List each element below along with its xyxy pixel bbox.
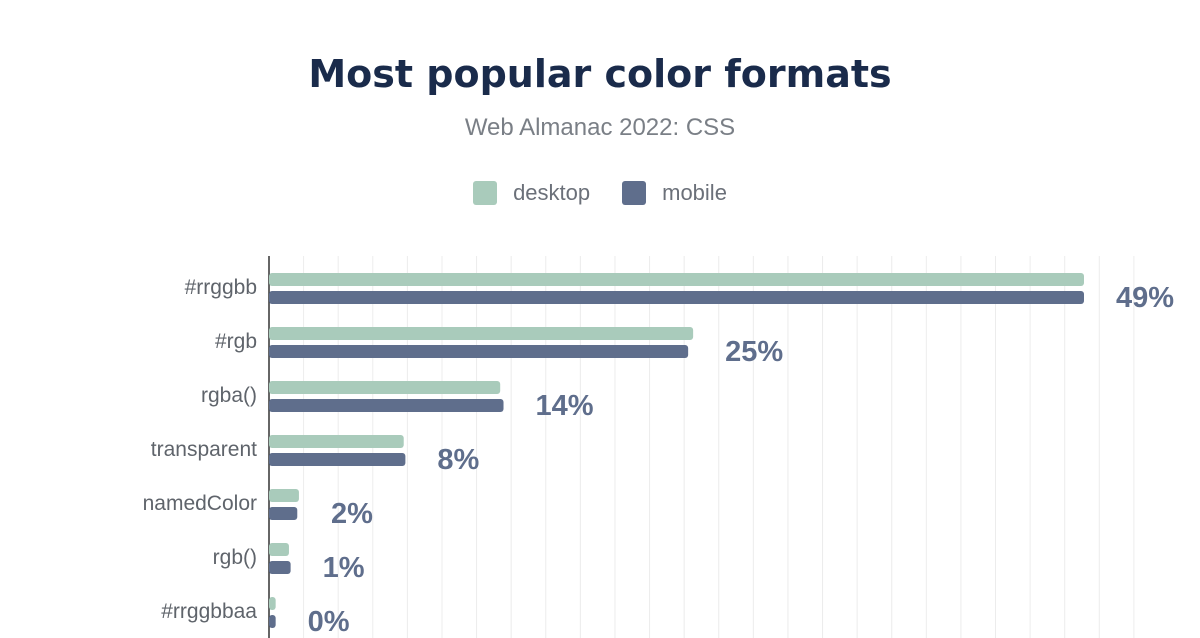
data-label: 0%: [308, 606, 350, 638]
data-label: 49%: [1116, 282, 1174, 314]
bar-mobile[interactable]: [269, 507, 298, 520]
legend-swatch-desktop: [473, 181, 498, 205]
gridlines: [303, 256, 1135, 638]
category-label: rgb(): [213, 546, 257, 569]
legend: desktop mobile: [0, 180, 1200, 206]
legend-label-desktop: desktop: [513, 180, 591, 205]
legend-swatch-mobile: [622, 181, 647, 205]
legend-item-desktop[interactable]: desktop: [473, 180, 590, 206]
bar-mobile[interactable]: [269, 615, 276, 628]
data-label: 25%: [725, 336, 783, 368]
bar-mobile[interactable]: [269, 453, 406, 466]
category-label: #rrggbbaa: [161, 600, 257, 623]
data-label: 8%: [437, 444, 479, 476]
bar-desktop[interactable]: [269, 597, 276, 610]
category-label: #rrggbb: [185, 276, 257, 299]
data-label: 14%: [536, 390, 594, 422]
category-label: rgba(): [201, 384, 257, 407]
bar-desktop[interactable]: [269, 489, 299, 502]
data-label: 1%: [323, 552, 365, 584]
bar-desktop[interactable]: [269, 327, 694, 340]
bar-desktop[interactable]: [269, 381, 501, 394]
bar-mobile[interactable]: [269, 291, 1084, 304]
chart-title: Most popular color formats: [308, 52, 892, 96]
category-label: #rgb: [215, 330, 257, 353]
bar-desktop[interactable]: [269, 273, 1084, 286]
chart-subtitle: Web Almanac 2022: CSS: [464, 114, 736, 141]
bar-desktop[interactable]: [269, 435, 404, 448]
category-label: transparent: [151, 438, 257, 461]
bar-mobile[interactable]: [269, 561, 291, 574]
legend-label-mobile: mobile: [662, 180, 727, 205]
bar-mobile[interactable]: [269, 399, 504, 412]
legend-item-mobile[interactable]: mobile: [622, 180, 727, 206]
data-label: 2%: [331, 498, 373, 530]
bar-mobile[interactable]: [269, 345, 689, 358]
category-label: namedColor: [143, 492, 257, 515]
bar-desktop[interactable]: [269, 543, 289, 556]
